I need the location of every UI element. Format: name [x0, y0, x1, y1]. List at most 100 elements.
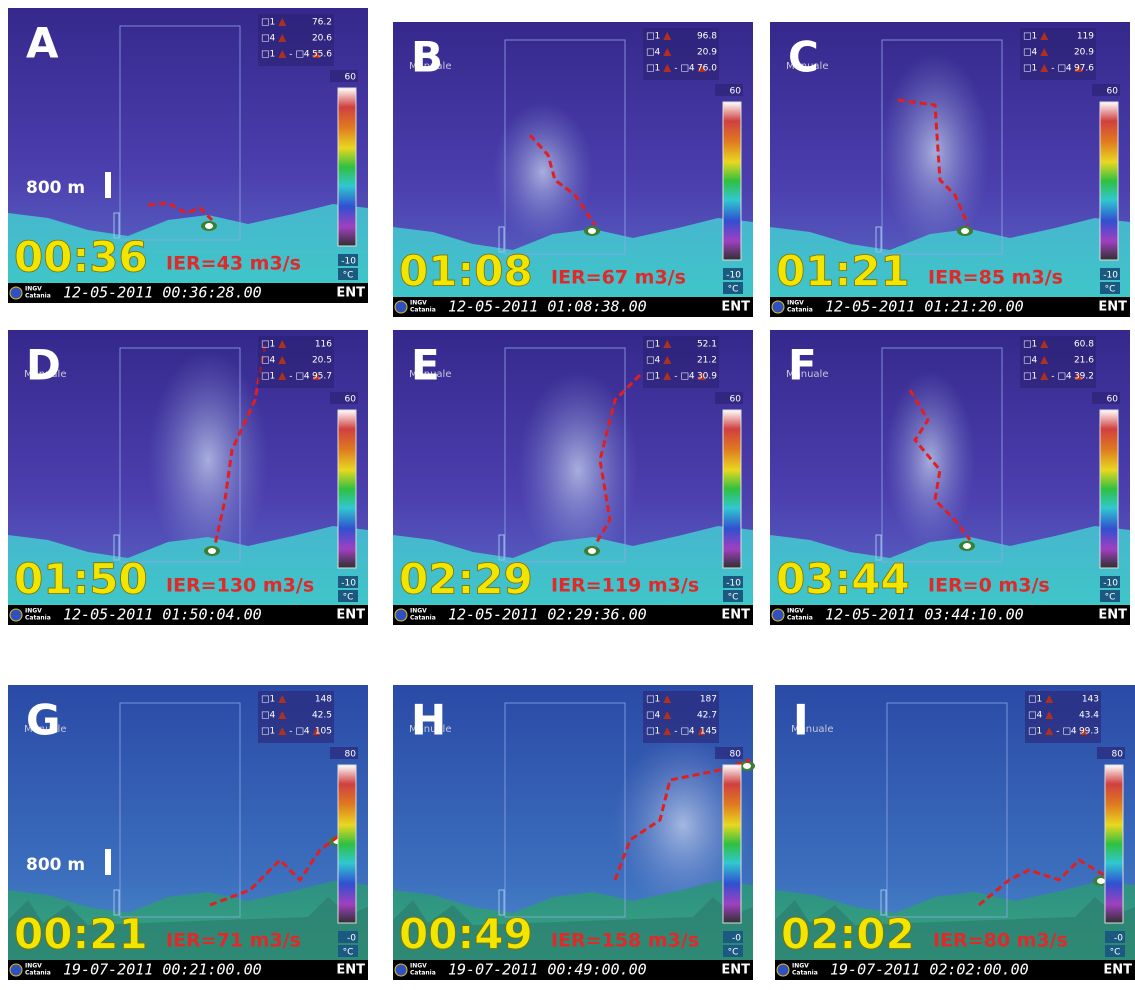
legend-label: □1 [261, 727, 275, 737]
legend-value: 105 [315, 727, 332, 737]
legend-label: - □4 [1051, 372, 1072, 382]
legend-label: □1 [261, 18, 275, 28]
catania: Catania [410, 307, 436, 314]
distance-bar [105, 172, 111, 198]
legend-label: □1 [646, 340, 660, 350]
color-bar [1100, 410, 1118, 568]
panel: □176.2□420.6□1- □455.660-10°CA800 m00:36… [8, 8, 368, 303]
legend-label: - □4 [1056, 727, 1077, 737]
hotspot-core [743, 763, 751, 769]
legend-value: 55.6 [312, 50, 332, 60]
catania: Catania [792, 970, 818, 977]
hotspot-core [208, 548, 216, 554]
catania: Catania [787, 615, 813, 622]
legend-value: 96.8 [697, 32, 717, 42]
legend-label: □4 [646, 356, 661, 366]
ier-label: IER=80 m3/s [933, 930, 1068, 952]
ier-label: IER=71 m3/s [166, 930, 301, 952]
time-label: 00:49 [399, 910, 533, 959]
unit: °C [343, 593, 354, 603]
ingv: INGV [792, 963, 809, 970]
legend-label: □4 [261, 34, 276, 44]
ingv: INGV [787, 608, 804, 615]
color-bar [723, 102, 741, 260]
ingv: INGV [410, 608, 427, 615]
legend-label: - □4 [289, 50, 310, 60]
legend-label: - □4 [674, 372, 695, 382]
panel-letter: C [788, 33, 819, 82]
figure: □176.2□420.6□1- □455.660-10°CA800 m00:36… [0, 0, 1135, 990]
legend-value: 20.9 [1074, 48, 1094, 58]
legend-value: 76.0 [697, 64, 717, 74]
legend-label: - □4 [289, 372, 310, 382]
ingv-logo [395, 964, 407, 976]
legend-label: □4 [1023, 48, 1038, 58]
panel-letter: G [26, 696, 60, 745]
legend-value: 52.1 [697, 340, 717, 350]
hotspot-core [1097, 878, 1105, 884]
ingv: INGV [410, 963, 427, 970]
ingv-logo [395, 609, 407, 621]
unit: °C [1105, 285, 1116, 295]
legend-label: □4 [1023, 356, 1038, 366]
ier-label: IER=158 m3/s [551, 930, 699, 952]
timestamp: 12-05-2011 01:50:04.00 [63, 606, 262, 624]
ingv-logo [772, 609, 784, 621]
hotspot-core [205, 223, 213, 229]
legend-label: □4 [1028, 711, 1043, 721]
legend-label: □1 [261, 50, 275, 60]
legend-label: □4 [261, 711, 276, 721]
ingv-logo [777, 964, 789, 976]
legend-value: 119 [1077, 32, 1094, 42]
time-label: 01:08 [399, 247, 533, 296]
scale-top: 80 [1112, 750, 1124, 760]
ier-label: IER=43 m3/s [166, 253, 301, 275]
ingv-logo [10, 287, 22, 299]
legend-value: 76.2 [312, 18, 332, 28]
ingv: INGV [25, 963, 42, 970]
panel: □1148□442.5□1- □410580-0°CManualeG800 m0… [8, 685, 368, 980]
legend-label: □1 [1028, 695, 1042, 705]
ingv: INGV [410, 300, 427, 307]
legend-label: - □4 [674, 64, 695, 74]
distance-bar [105, 849, 111, 875]
panel: □1119□420.9□1- □497.660-10°CManualeC01:2… [770, 22, 1130, 317]
legend-label: □4 [646, 48, 661, 58]
ier-label: IER=119 m3/s [551, 575, 699, 597]
catania: Catania [410, 970, 436, 977]
scale-bottom: -10 [726, 579, 741, 589]
scale-top: 60 [345, 73, 357, 83]
hotspot-core [588, 548, 596, 554]
ent: ENT [336, 963, 365, 978]
ingv-logo [772, 301, 784, 313]
plume [493, 102, 593, 242]
catania: Catania [25, 615, 51, 622]
panel-letter: I [793, 696, 809, 745]
timestamp: 19-07-2011 02:02:00.00 [830, 961, 1029, 979]
scale-top: 60 [730, 395, 742, 405]
color-bar [1100, 102, 1118, 260]
plume [880, 52, 990, 252]
timestamp: 12-05-2011 01:08:38.00 [448, 298, 647, 316]
color-bar [723, 410, 741, 568]
legend-value: 145 [700, 727, 717, 737]
panel-letter: H [411, 696, 446, 745]
time-label: 02:29 [399, 555, 533, 604]
legend-value: 97.6 [1074, 64, 1094, 74]
legend-value: 42.7 [697, 711, 717, 721]
hotspot-core [963, 543, 971, 549]
ent: ENT [1098, 608, 1127, 623]
legend-value: 60.8 [1074, 340, 1094, 350]
ingv-logo [10, 609, 22, 621]
unit: °C [343, 948, 354, 958]
legend-value: 20.6 [312, 34, 332, 44]
hotspot-core [588, 228, 596, 234]
legend-value: 42.5 [312, 711, 332, 721]
timestamp: 19-07-2011 00:49:00.00 [448, 961, 647, 979]
panel-letter: A [26, 19, 59, 68]
ent: ENT [336, 286, 365, 301]
scale-bottom: -10 [341, 579, 356, 589]
legend-label: - □4 [1051, 64, 1072, 74]
legend-value: 187 [700, 695, 717, 705]
